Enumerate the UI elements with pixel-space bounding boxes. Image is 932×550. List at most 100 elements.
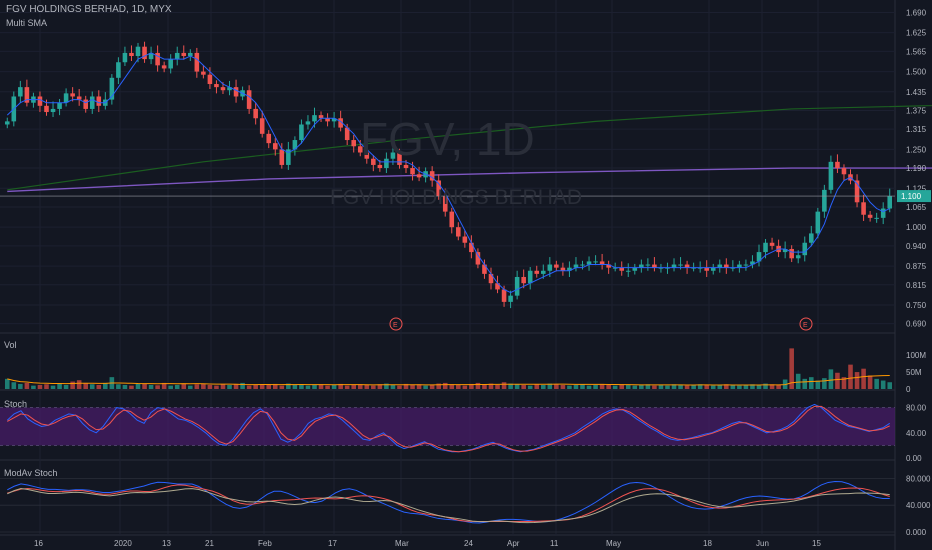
volume-bar xyxy=(593,384,598,389)
volume-bar xyxy=(331,384,337,389)
candle-body xyxy=(822,189,827,212)
candle-body xyxy=(782,248,788,253)
volume-bar xyxy=(645,384,651,389)
candle-body xyxy=(482,264,487,274)
volume-bar xyxy=(639,384,644,389)
volume-bar xyxy=(501,382,507,389)
candle-body xyxy=(246,90,252,109)
candle-body xyxy=(357,146,363,153)
volume-bar xyxy=(828,369,834,389)
volume-bar xyxy=(266,384,272,389)
volume-bar xyxy=(730,384,736,389)
volume-bar xyxy=(449,384,455,389)
candle-body xyxy=(521,276,526,284)
volume-bar xyxy=(848,364,853,389)
candle-body xyxy=(155,52,160,66)
stoch-pane-label[interactable]: Stoch xyxy=(4,399,28,409)
volume-bar xyxy=(220,384,226,389)
stoch-band xyxy=(0,407,895,446)
time-tick-label: 17 xyxy=(328,539,337,548)
volume-bar xyxy=(76,380,82,389)
volume-bar xyxy=(377,384,383,389)
volume-bar xyxy=(364,384,370,389)
fast-moving-average xyxy=(6,52,890,294)
time-tick-label: 11 xyxy=(550,539,559,548)
volume-pane-label[interactable]: Vol xyxy=(4,340,17,350)
volume-bar xyxy=(606,384,611,389)
candle-body xyxy=(214,84,219,88)
candle-body xyxy=(109,77,115,100)
volume-bar xyxy=(514,384,520,389)
candle-body xyxy=(789,248,794,259)
candle-body xyxy=(710,267,716,271)
volume-tick-label: 0 xyxy=(906,385,911,394)
modav-line-c xyxy=(7,487,890,524)
candle-body xyxy=(194,52,200,72)
axes: 1.690 1.625 1.565 1.500 1.435 1.375 1.315 1.250… xyxy=(0,8,931,548)
volume-bar xyxy=(750,384,755,389)
volume-bar xyxy=(181,383,187,389)
volume-bar xyxy=(318,384,324,389)
time-tick-label: May xyxy=(606,539,621,548)
volume-bar xyxy=(272,383,278,389)
volume-bar xyxy=(292,384,298,389)
candle-body xyxy=(272,143,278,150)
volume-bar xyxy=(697,384,703,389)
earnings-marker xyxy=(389,317,403,331)
candle-body xyxy=(384,158,389,169)
candle-body xyxy=(201,71,206,75)
volume-bar xyxy=(776,384,781,389)
volume-bar xyxy=(233,383,239,389)
volume-bar xyxy=(887,382,893,389)
volume-bar xyxy=(286,383,291,389)
candle-body xyxy=(704,267,709,271)
candle-body xyxy=(318,115,324,119)
volume-bar xyxy=(475,382,481,389)
modav-pane-label[interactable]: ModAv Stoch xyxy=(4,468,58,478)
indicator-label[interactable]: Multi SMA xyxy=(6,18,48,28)
candle-body xyxy=(763,242,768,253)
time-tick-label: Jun xyxy=(756,539,769,548)
volume-tick-label: 100M xyxy=(906,351,926,360)
volume-bar xyxy=(599,383,605,389)
candle-body xyxy=(305,121,311,125)
candle-body xyxy=(508,295,513,302)
time-tick-label: 15 xyxy=(812,539,821,548)
volume-bar xyxy=(194,384,200,389)
price-tick-label: 1.190 xyxy=(906,164,927,173)
candle-body xyxy=(50,108,56,113)
candle-body xyxy=(161,65,167,69)
volume-bar xyxy=(567,385,572,389)
ma-fast-line xyxy=(6,52,890,294)
volume-bar xyxy=(442,382,448,389)
volume-bar xyxy=(129,385,134,389)
volume-bar xyxy=(305,385,311,389)
last-price-tag xyxy=(897,190,931,203)
candle-body xyxy=(678,264,683,266)
candle-body xyxy=(436,180,441,197)
candle-body xyxy=(586,261,592,265)
volume-bar xyxy=(737,385,742,389)
volume-bar xyxy=(207,384,213,389)
candle-body xyxy=(449,211,455,228)
candle-body xyxy=(717,264,723,268)
candle-body xyxy=(142,46,147,60)
candle-body xyxy=(76,96,82,100)
volume-bar xyxy=(462,385,468,389)
candle-body xyxy=(44,105,49,113)
volume-bar xyxy=(854,372,860,389)
time-tick-label: Mar xyxy=(395,539,409,548)
volume-bar xyxy=(789,348,794,389)
volume-bar xyxy=(495,384,500,389)
volume-bar xyxy=(809,377,814,389)
volume-bar xyxy=(299,384,304,389)
modav-line-a xyxy=(7,480,890,524)
candle-body xyxy=(475,252,481,265)
candle-body xyxy=(312,115,317,122)
stoch-pane xyxy=(0,403,895,453)
volume-bar xyxy=(717,384,723,389)
volume-bar xyxy=(174,384,180,389)
candle-body xyxy=(540,270,546,274)
volume-bar xyxy=(201,383,206,389)
volume-bar xyxy=(135,383,141,389)
